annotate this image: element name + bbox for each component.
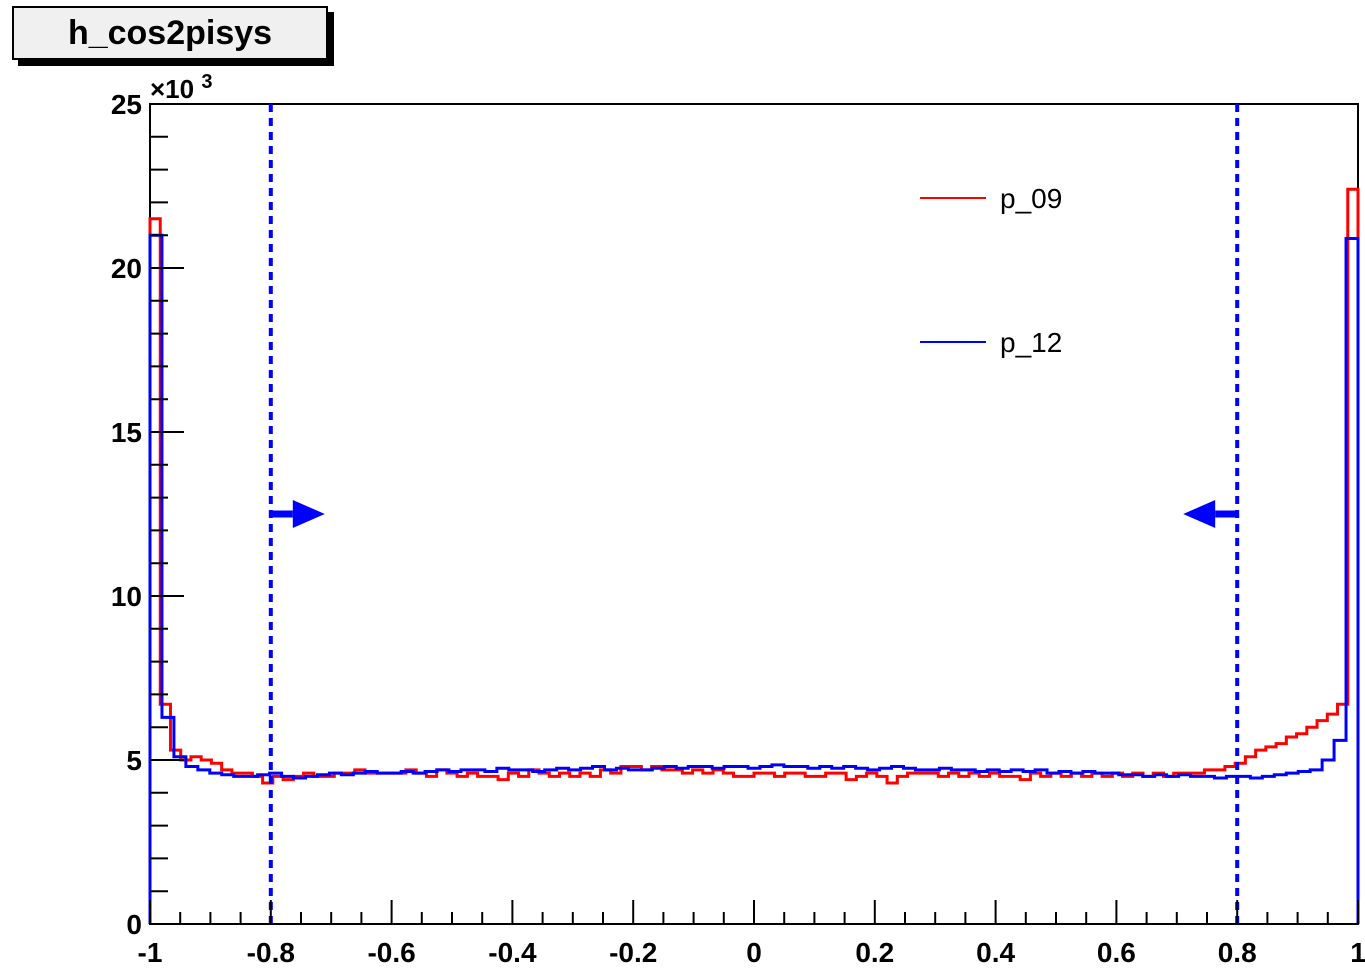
x-tick-label: 0.6	[1097, 937, 1136, 968]
x-tick-label: 1	[1350, 937, 1365, 968]
cut-arrow-head-0	[292, 500, 325, 528]
cut-layer	[268, 104, 1240, 924]
x-tick-label: 0.4	[976, 937, 1015, 968]
legend-label-p_12: p_12	[1000, 327, 1062, 358]
series-layer	[148, 187, 1360, 924]
tick-layer: -1 -0.8 -0.6 -0.4 -0.2 0 0.2 0.4 0.6 0.8 105101520…	[111, 89, 1365, 968]
legend-label-p_09: p_09	[1000, 183, 1062, 214]
series-p_09-histogram	[148, 187, 1360, 924]
y-exponent-sup: 3	[201, 71, 212, 93]
axes-frame	[149, 103, 1359, 925]
y-tick-label: 25	[111, 89, 142, 120]
x-tick-label: 0.8	[1218, 937, 1257, 968]
cut-arrow-head-1	[1183, 500, 1216, 528]
histogram-title: h_cos2pisys	[12, 6, 328, 60]
y-tick-label: 20	[111, 253, 142, 284]
y-tick-label: 15	[111, 417, 142, 448]
y-tick-label: 0	[126, 909, 142, 940]
y-tick-label: 10	[111, 581, 142, 612]
x-tick-label: -0.4	[488, 937, 537, 968]
y-tick-label: 5	[126, 745, 142, 776]
legend: p_09 p_12	[920, 183, 1062, 358]
series-p_12-histogram	[148, 233, 1360, 924]
plot-frame	[149, 103, 1359, 925]
y-exponent-base: ×10	[150, 74, 194, 104]
x-tick-label: -0.6	[367, 937, 415, 968]
x-tick-label: 0	[746, 937, 762, 968]
x-tick-label: -1	[138, 937, 163, 968]
x-tick-label: 0.2	[855, 937, 894, 968]
x-tick-label: -0.2	[609, 937, 657, 968]
y-axis-exponent: ×10 3	[150, 71, 212, 104]
x-tick-label: -0.8	[247, 937, 295, 968]
